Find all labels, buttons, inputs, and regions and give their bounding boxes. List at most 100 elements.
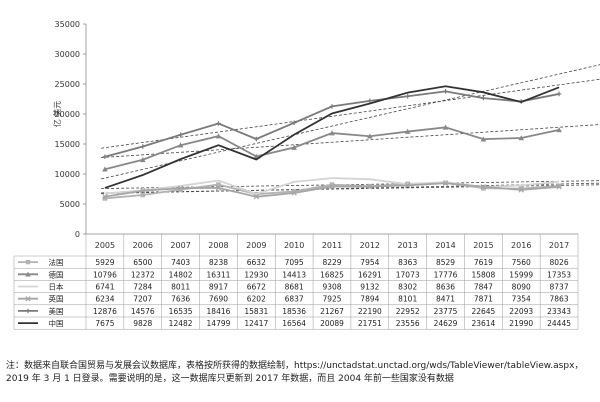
- data-label: 21990: [509, 319, 533, 328]
- data-label: 8529: [436, 258, 455, 267]
- data-point: [518, 135, 525, 141]
- chart-note: 注：数据来自联合国贸易与发展会议数据库，表格按所获得的数据绘制，https://…: [6, 361, 584, 384]
- data-label: 7207: [133, 295, 152, 304]
- data-label: 23343: [547, 307, 571, 316]
- data-label: 6672: [247, 283, 266, 292]
- y-tick-label: 0: [75, 230, 80, 239]
- trendline-英国: [101, 184, 600, 194]
- data-label: 7925: [322, 295, 341, 304]
- y-tick-label: 35000: [55, 20, 80, 29]
- legend-key-marker: [25, 296, 31, 302]
- data-label: 8026: [550, 258, 569, 267]
- data-label: 14576: [131, 307, 155, 316]
- legend-entry: 美国: [49, 306, 64, 316]
- x-tick-label: 2011: [322, 241, 342, 250]
- data-label: 7847: [474, 283, 493, 292]
- data-point: [556, 183, 562, 189]
- data-label: 8681: [285, 283, 304, 292]
- data-point: [329, 104, 335, 109]
- data-label: 23775: [434, 307, 458, 316]
- table-row-日本: 日本 6741 7284 8011 8917 6672 8681 9308 9132 8302 86…: [18, 282, 569, 292]
- data-label: 16825: [320, 270, 344, 279]
- data-label: 12372: [131, 270, 155, 279]
- data-label: 22190: [358, 307, 382, 316]
- data-point: [518, 186, 524, 191]
- table-row-德国: 德国 10796 12372 14802 16311 12930 14413 16825 162…: [18, 269, 571, 279]
- data-point: [404, 182, 411, 189]
- data-label: 5929: [95, 258, 114, 267]
- data-label: 6741: [95, 283, 114, 292]
- data-point: [177, 185, 184, 191]
- chart: 0 5000 10000 15000 20000 25000 30000 35000 亿 美元 2…: [13, 20, 600, 330]
- data-point: [443, 89, 448, 94]
- data-point: [102, 154, 108, 160]
- trendline-美国: [101, 78, 600, 149]
- legend-entry: 中国: [49, 318, 64, 328]
- legend-key-marker: [25, 308, 31, 314]
- data-label: 9308: [322, 283, 341, 292]
- data-label: 15831: [244, 307, 268, 316]
- data-point: [178, 187, 183, 192]
- x-tick-label: 2016: [511, 241, 531, 250]
- data-label: 7095: [285, 258, 304, 267]
- data-point: [481, 185, 486, 191]
- data-point: [329, 182, 335, 187]
- data-label: 20089: [320, 319, 344, 328]
- data-point: [518, 187, 524, 193]
- data-label: 7690: [209, 295, 228, 304]
- data-point: [102, 166, 108, 172]
- data-point: [556, 127, 562, 133]
- data-point: [405, 93, 410, 99]
- data-label: 16564: [282, 319, 306, 328]
- data-label: 8090: [512, 283, 531, 292]
- data-label: 12482: [169, 319, 193, 328]
- data-label: 12876: [93, 307, 117, 316]
- x-tick-label: 2017: [549, 241, 569, 250]
- data-label: 7863: [550, 295, 569, 304]
- data-label: 22952: [396, 307, 420, 316]
- series-美国: [102, 89, 562, 160]
- data-label: 17073: [396, 270, 420, 279]
- data-point: [556, 184, 562, 190]
- data-label: 14799: [207, 319, 231, 328]
- data-point: [291, 120, 297, 126]
- data-point: [254, 136, 259, 142]
- data-point: [102, 193, 108, 200]
- data-label: 9132: [360, 283, 379, 292]
- table-row-法国: 法国 5929 6500 7403 8238 6632 7095 8229 7954 8363 85…: [18, 257, 569, 267]
- data-label: 8363: [398, 258, 417, 267]
- data-point: [253, 194, 260, 200]
- y-tick-label: 15000: [55, 140, 80, 149]
- data-point: [139, 156, 146, 163]
- data-label: 16535: [169, 307, 193, 316]
- data-point: [140, 188, 146, 194]
- data-label: 23614: [471, 319, 495, 328]
- data-label: 22093: [509, 307, 533, 316]
- data-label: 8737: [550, 283, 569, 292]
- data-label: 8229: [322, 258, 341, 267]
- data-label: 8302: [398, 283, 417, 292]
- data-label: 21267: [320, 307, 344, 316]
- data-point: [291, 189, 297, 194]
- series-line-美国: [104, 90, 560, 158]
- data-label: 7284: [133, 283, 152, 292]
- series-英国: [102, 180, 562, 200]
- data-label: 6500: [133, 258, 152, 267]
- data-point: [329, 183, 335, 190]
- table-row-英国: 英国 6234 7207 7636 7690 6202 6837 7925 7894 8101 84…: [18, 294, 569, 304]
- y-tick-label: 5000: [60, 200, 80, 209]
- x-tick-label: 2015: [473, 241, 493, 250]
- data-label: 12417: [244, 319, 268, 328]
- data-label: 10796: [93, 270, 117, 279]
- data-point: [367, 133, 373, 139]
- x-tick-label: 2009: [246, 241, 266, 250]
- x-tick-label: 2006: [133, 241, 153, 250]
- data-point: [253, 153, 260, 159]
- data-label: 7560: [512, 258, 531, 267]
- data-label: 23556: [396, 319, 420, 328]
- data-label: 15808: [471, 270, 495, 279]
- data-point: [367, 183, 373, 190]
- data-label: 7954: [360, 258, 379, 267]
- data-label: 21751: [358, 319, 382, 328]
- y-tick-label: 30000: [55, 50, 80, 59]
